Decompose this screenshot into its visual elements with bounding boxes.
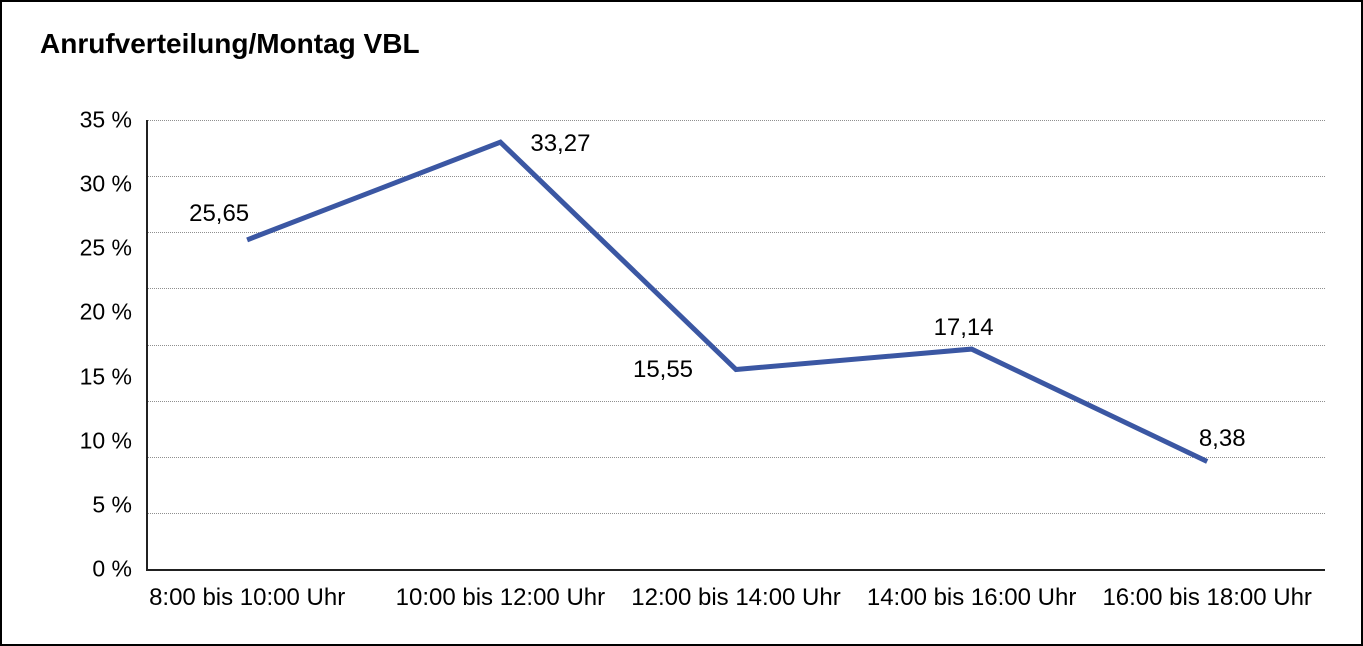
y-tick-label: 30 %: [79, 170, 132, 197]
x-tick-label: 8:00 bis 10:00 Uhr: [149, 584, 346, 611]
data-point-labels: 25,65 33,27 15,55 17,14 8,38: [147, 120, 1325, 569]
series-line: [246, 139, 1209, 464]
y-tick-label: 25 %: [79, 234, 132, 261]
gridline: [147, 512, 1325, 514]
y-axis-tick-labels: 35 % 30 % 25 % 20 % 15 % 10 % 5 % 0 %: [2, 107, 147, 582]
y-tick-label: 10 %: [79, 427, 132, 454]
gridline: [147, 120, 1325, 121]
gridline: [147, 176, 1325, 178]
chart-title: Anrufverteilung/Montag VBL: [40, 28, 420, 59]
y-tick-label: 5 %: [92, 491, 132, 518]
y-tick-label: 15 %: [79, 363, 132, 390]
y-axis-line: [146, 120, 148, 569]
data-point-label: 25,65: [189, 199, 250, 227]
x-tick-label: 10:00 bis 12:00 Uhr: [395, 584, 606, 611]
y-tick-label: 0 %: [92, 555, 132, 582]
x-tick-label: 14:00 bis 16:00 Uhr: [866, 584, 1077, 611]
data-point-label: 8,38: [1198, 425, 1246, 453]
gridline: [147, 400, 1325, 402]
y-tick-label: 35 %: [79, 106, 132, 133]
gridline: [147, 344, 1325, 346]
plot-area: 25,65 33,27 15,55 17,14 8,38: [146, 120, 1325, 571]
data-point-label: 33,27: [530, 130, 591, 158]
data-point-label: 17,14: [933, 314, 994, 342]
y-tick-label: 20 %: [79, 298, 132, 325]
x-tick-label: 16:00 bis 18:00 Uhr: [1102, 584, 1312, 611]
line-series-layer: [246, 139, 1209, 464]
x-tick-label: 12:00 bis 14:00 Uhr: [631, 584, 841, 611]
gridline: [147, 232, 1325, 234]
x-axis-line: [146, 569, 1325, 571]
gridline: [147, 456, 1325, 458]
gridline: [147, 288, 1325, 290]
data-point-label: 15,55: [632, 355, 694, 383]
x-axis-category-labels: 8:00 bis 10:00 Uhr 10:00 bis 12:00 Uhr 12:…: [147, 584, 1325, 616]
